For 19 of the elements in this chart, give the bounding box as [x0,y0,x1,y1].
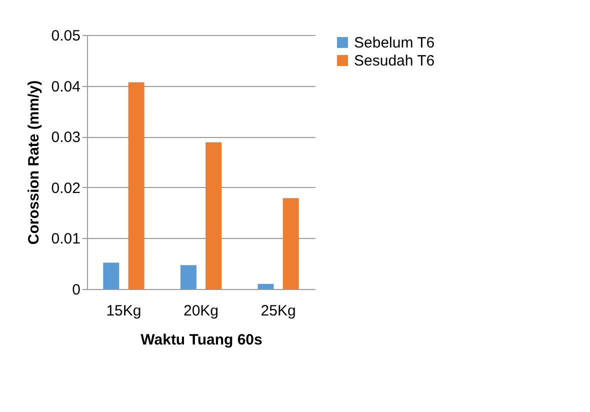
bar [103,262,120,289]
bar [282,198,299,289]
x-tick-label: 20Kg [183,302,219,320]
x-tick-label: 25Kg [260,302,296,320]
y-tick-label: 0.05 [51,28,80,44]
y-tick-label: 0.04 [51,78,80,96]
bar [206,142,222,289]
bar [128,82,144,289]
x-tick-label: 15Kg [106,302,142,320]
y-axis-title: Corossion Rate (mm/y) [25,80,42,245]
bar [258,284,274,289]
bar [180,265,196,289]
y-tick-label: 0 [72,282,80,298]
y-tick-label: 0.01 [51,230,80,248]
x-axis-title: Waktu Tuang 60s [140,332,262,348]
legend-label: Sebelum T6 [354,34,435,52]
y-tick-label: 0.03 [51,129,80,146]
legend-label: Sesudah T6 [354,52,435,70]
y-tick-label: 0.02 [51,180,80,197]
